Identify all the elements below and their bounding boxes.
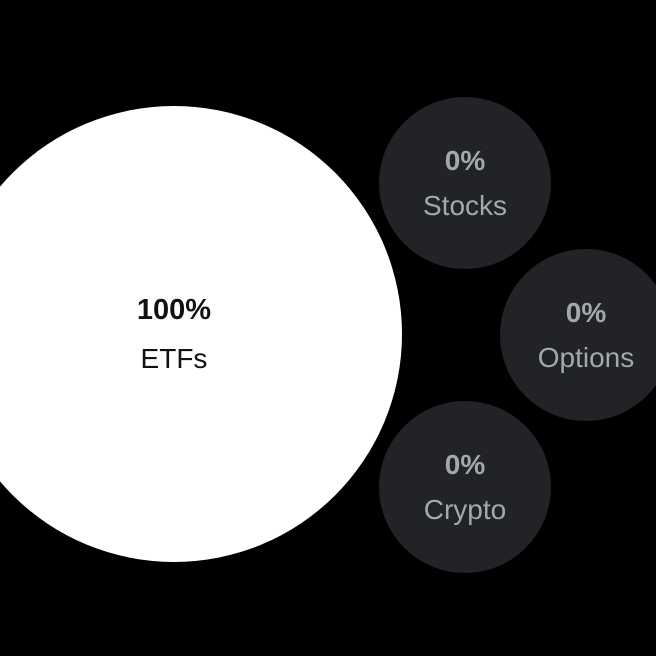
options-label: Options xyxy=(537,341,635,373)
crypto-label: Crypto xyxy=(423,493,507,525)
options-percent: 0% xyxy=(565,296,607,328)
stocks-bubble[interactable]: 0% Stocks xyxy=(379,97,551,269)
stocks-percent: 0% xyxy=(444,144,486,176)
etfs-label: ETFs xyxy=(140,342,208,374)
etfs-percent: 100% xyxy=(136,293,212,326)
etfs-bubble[interactable]: 100% ETFs xyxy=(0,106,402,562)
crypto-percent: 0% xyxy=(444,448,486,480)
options-bubble[interactable]: 0% Options xyxy=(500,249,656,421)
stocks-label: Stocks xyxy=(422,189,508,221)
crypto-bubble[interactable]: 0% Crypto xyxy=(379,401,551,573)
